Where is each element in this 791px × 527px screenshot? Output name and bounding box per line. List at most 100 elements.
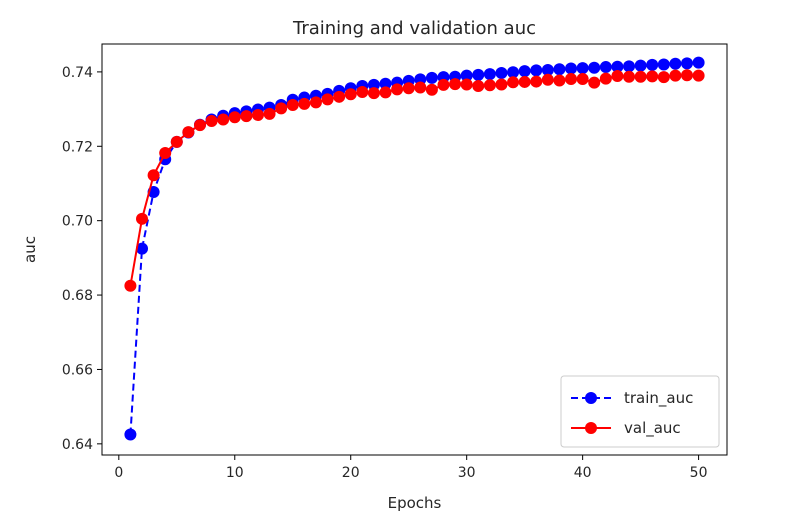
data-point-val_auc — [449, 78, 462, 91]
data-point-val_auc — [228, 111, 241, 124]
data-point-val_auc — [460, 78, 473, 91]
data-point-val_auc — [240, 110, 253, 123]
data-point-val_auc — [182, 126, 195, 139]
data-point-train_auc — [379, 77, 392, 90]
y-tick-label: 0.68 — [62, 288, 93, 304]
data-point-val_auc — [507, 76, 520, 89]
y-tick-label: 0.66 — [62, 362, 93, 378]
x-axis-label: Epochs — [388, 494, 442, 512]
data-point-val_auc — [170, 135, 183, 148]
data-point-train_auc — [553, 63, 566, 76]
x-tick-label: 20 — [342, 465, 360, 481]
data-point-val_auc — [205, 114, 218, 127]
data-point-val_auc — [657, 71, 670, 84]
data-point-val_auc — [599, 72, 612, 85]
x-tick-label: 30 — [458, 465, 476, 481]
y-tick-label: 0.72 — [62, 139, 93, 155]
data-point-val_auc — [263, 107, 276, 120]
data-point-val_auc — [565, 72, 578, 85]
y-tick-label: 0.74 — [62, 65, 93, 81]
x-tick-label: 0 — [114, 465, 123, 481]
series-val_auc — [124, 69, 705, 292]
data-point-train_auc — [599, 61, 612, 74]
y-axis-label: auc — [21, 236, 39, 263]
data-point-train_auc — [657, 58, 670, 71]
data-point-val_auc — [669, 69, 682, 82]
plot-frame — [101, 43, 728, 456]
data-point-val_auc — [298, 97, 311, 110]
data-point-train_auc — [518, 65, 531, 78]
data-point-val_auc — [367, 87, 380, 100]
data-point-train_auc — [692, 56, 705, 69]
data-point-train_auc — [646, 58, 659, 71]
legend-box — [560, 375, 720, 448]
data-point-train_auc — [669, 57, 682, 70]
y-tick-label: 0.64 — [62, 437, 93, 453]
data-point-train_auc — [565, 62, 578, 75]
data-point-val_auc — [553, 74, 566, 87]
data-point-val_auc — [425, 83, 438, 96]
plot-area — [101, 43, 728, 456]
data-point-train_auc — [530, 64, 543, 77]
data-point-val_auc — [391, 83, 404, 96]
data-point-val_auc — [159, 146, 172, 159]
data-point-train_auc — [611, 60, 624, 73]
data-point-train_auc — [680, 57, 693, 70]
legend-marker-train_auc — [585, 392, 597, 404]
data-point-val_auc — [530, 75, 543, 88]
data-point-val_auc — [275, 102, 288, 115]
x-tick-label: 40 — [574, 465, 592, 481]
data-point-val_auc — [147, 169, 160, 182]
data-point-val_auc — [333, 90, 346, 103]
data-point-val_auc — [611, 69, 624, 82]
data-point-val_auc — [495, 78, 508, 91]
data-point-train_auc — [460, 69, 473, 82]
data-point-val_auc — [692, 69, 705, 82]
x-axis: 0 10 20 30 40 50 — [114, 455, 708, 481]
data-point-val_auc — [309, 96, 322, 109]
legend-label-val_auc: val_auc — [624, 419, 681, 438]
legend: train_auc val_auc — [560, 375, 720, 448]
data-point-train_auc — [623, 60, 636, 73]
data-point-val_auc — [623, 70, 636, 83]
data-point-val_auc — [680, 69, 693, 82]
data-point-val_auc — [414, 81, 427, 94]
data-point-val_auc — [541, 73, 554, 86]
data-point-val_auc — [588, 76, 601, 89]
data-point-train_auc — [634, 59, 647, 72]
data-point-train_auc — [576, 62, 589, 75]
data-point-train_auc — [541, 64, 554, 77]
y-tick-label: 0.70 — [62, 214, 93, 230]
data-point-val_auc — [286, 98, 299, 111]
x-tick-label: 10 — [226, 465, 244, 481]
data-point-train_auc — [495, 67, 508, 80]
data-point-train_auc — [483, 68, 496, 81]
data-point-val_auc — [136, 212, 149, 225]
data-point-train_auc — [425, 71, 438, 84]
series-line-val_auc — [129, 74, 699, 286]
data-point-train_auc — [507, 66, 520, 79]
data-point-val_auc — [356, 85, 369, 98]
data-point-val_auc — [321, 93, 334, 106]
data-point-val_auc — [518, 75, 531, 88]
data-point-val_auc — [634, 70, 647, 83]
legend-marker-val_auc — [585, 422, 597, 434]
data-point-val_auc — [251, 109, 264, 122]
y-axis: 0.64 0.66 0.68 0.70 0.72 0.74 — [62, 65, 102, 453]
data-point-val_auc — [646, 70, 659, 83]
data-point-val_auc — [576, 72, 589, 85]
legend-entry-val_auc: val_auc — [571, 419, 681, 438]
data-point-val_auc — [124, 279, 137, 292]
data-point-train_auc — [124, 428, 137, 441]
data-point-train_auc — [472, 68, 485, 81]
x-tick-label: 50 — [690, 465, 708, 481]
data-point-val_auc — [437, 78, 450, 91]
legend-label-train_auc: train_auc — [624, 389, 693, 408]
legend-entry-train_auc: train_auc — [571, 389, 693, 408]
data-point-val_auc — [402, 82, 415, 95]
chart-title: Training and validation auc — [292, 18, 536, 39]
data-point-val_auc — [193, 119, 206, 132]
data-point-val_auc — [472, 80, 485, 93]
data-point-val_auc — [217, 113, 230, 126]
